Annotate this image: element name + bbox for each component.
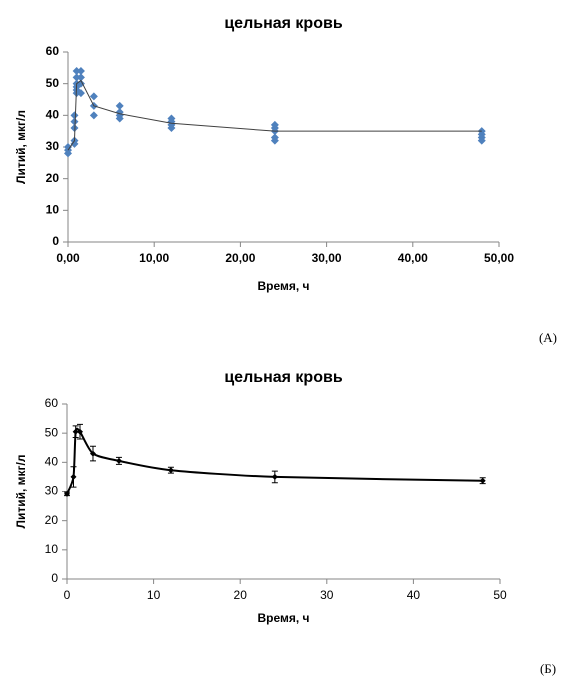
- chart-title: цельная кровь: [224, 369, 342, 386]
- x-tick-label: 0: [64, 588, 71, 602]
- data-point: [270, 120, 279, 129]
- data-line: [67, 79, 482, 151]
- y-tick-label: 40: [46, 108, 60, 122]
- chart-title: цельная кровь: [224, 15, 342, 32]
- panel-label: (Б): [540, 661, 556, 676]
- data-point: [70, 473, 77, 480]
- x-tick-label: 30,00: [312, 251, 342, 265]
- data-point: [479, 477, 486, 484]
- x-tick-label: 0,00: [56, 251, 80, 265]
- data-point: [64, 143, 72, 151]
- x-tick-label: 50,00: [484, 251, 514, 265]
- data-point: [64, 490, 70, 497]
- x-axis-title: Время, ч: [257, 611, 309, 625]
- y-tick-label: 60: [46, 44, 60, 58]
- data-point: [76, 67, 85, 75]
- data-line: [66, 427, 483, 495]
- y-tick-label: 20: [46, 171, 60, 185]
- x-tick-label: 10,00: [139, 251, 169, 265]
- data-point: [76, 73, 85, 82]
- x-tick-label: 40: [407, 588, 421, 602]
- data-point: [89, 450, 96, 457]
- y-tick-label: 10: [46, 203, 60, 217]
- x-tick-label: 10: [147, 588, 161, 602]
- data-point: [72, 73, 81, 82]
- data-point: [167, 467, 174, 474]
- y-tick-label: 50: [45, 425, 59, 439]
- data-point: [115, 457, 122, 464]
- data-point: [72, 428, 79, 435]
- data-point: [70, 111, 79, 120]
- data-point: [271, 473, 278, 480]
- x-tick-label: 40,00: [398, 251, 428, 265]
- panel-label: (A): [539, 330, 557, 345]
- data-point: [72, 67, 81, 75]
- data-point: [89, 111, 98, 120]
- x-tick-label: 20: [234, 588, 248, 602]
- data-point: [76, 428, 83, 435]
- y-tick-label: 20: [45, 513, 59, 527]
- x-tick-label: 50: [493, 588, 507, 602]
- data-point: [76, 89, 85, 98]
- data-point: [115, 101, 124, 110]
- y-tick-label: 0: [52, 234, 59, 248]
- y-axis-title: Литий, мкг/л: [14, 455, 28, 529]
- data-point: [270, 133, 279, 142]
- y-axis-title: Литий, мкг/л: [14, 110, 28, 184]
- data-point: [89, 92, 98, 101]
- x-tick-label: 20,00: [225, 251, 255, 265]
- x-axis-title: Время, ч: [257, 279, 309, 293]
- y-tick-label: 50: [46, 76, 60, 90]
- y-tick-label: 40: [45, 455, 59, 469]
- data-point: [70, 117, 79, 126]
- y-tick-label: 10: [45, 542, 59, 556]
- y-tick-label: 30: [45, 484, 59, 498]
- y-tick-label: 0: [51, 571, 58, 585]
- x-tick-label: 30: [320, 588, 334, 602]
- y-tick-label: 30: [46, 139, 60, 153]
- data-point: [167, 114, 176, 123]
- y-tick-label: 60: [45, 396, 59, 410]
